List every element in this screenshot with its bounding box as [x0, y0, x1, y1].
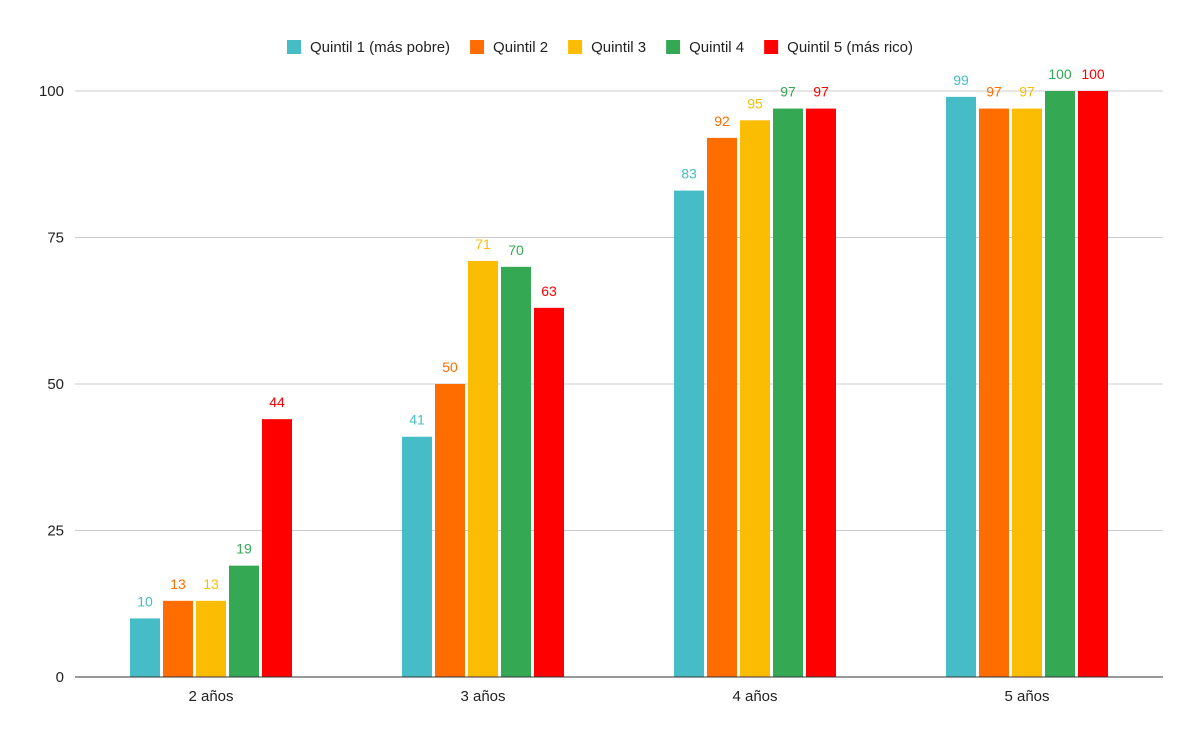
- legend-label: Quintil 1 (más pobre): [310, 39, 450, 56]
- bar-q5-5-anos: [1078, 91, 1108, 677]
- y-tick-label: 25: [47, 523, 64, 540]
- bar-q4-3-anos: [501, 266, 531, 677]
- data-label: 50: [442, 359, 458, 375]
- legend-swatch: [666, 40, 681, 54]
- x-tick-label: 5 años: [1004, 688, 1049, 705]
- bar-q3-5-anos: [1012, 108, 1042, 677]
- bar-q1-4-anos: [674, 190, 704, 677]
- legend-label: Quintil 4: [689, 39, 744, 56]
- x-tick-label: 4 años: [732, 688, 777, 705]
- legend-swatch: [764, 40, 779, 54]
- bar-q2-3-anos: [435, 384, 465, 677]
- data-label: 92: [714, 113, 730, 129]
- y-tick-label: 100: [39, 83, 64, 100]
- data-label: 63: [541, 283, 557, 299]
- bar-q2-4-anos: [707, 137, 737, 677]
- bar-q1-3-anos: [402, 436, 432, 677]
- legend-swatch: [568, 40, 583, 54]
- legend-swatch: [470, 40, 485, 54]
- data-label: 97: [1019, 84, 1035, 100]
- data-label: 83: [681, 166, 697, 182]
- y-tick-label: 75: [47, 230, 64, 247]
- bars: [130, 91, 1108, 678]
- legend-item-q4: Quintil 4: [666, 39, 744, 56]
- bar-q1-2-anos: [130, 618, 160, 677]
- data-label: 13: [203, 576, 219, 592]
- data-label: 70: [508, 242, 524, 258]
- legend-swatch: [286, 40, 301, 54]
- data-label: 41: [409, 412, 425, 428]
- data-label: 95: [747, 95, 763, 111]
- data-label: 19: [236, 541, 252, 557]
- bar-q3-3-anos: [468, 260, 498, 677]
- legend-item-q1: Quintil 1 (más pobre): [286, 39, 450, 56]
- data-label: 100: [1048, 66, 1072, 82]
- bar-q2-5-anos: [979, 108, 1009, 677]
- data-label: 44: [269, 394, 285, 410]
- legend: Quintil 1 (más pobre) Quintil 2 Quintil 3 Q…: [286, 39, 913, 56]
- bar-q2-2-anos: [163, 600, 193, 677]
- bar-q5-4-anos: [806, 108, 836, 677]
- data-labels: 10 13 13 19 44 41 50 71 70 63 83 92 95 97 97 99 97 97 100 1…: [137, 66, 1105, 609]
- bar-q5-3-anos: [534, 307, 564, 677]
- bar-q1-5-anos: [946, 96, 976, 678]
- bar-q4-4-anos: [773, 108, 803, 677]
- y-tick-label: 0: [56, 669, 64, 686]
- bar-q3-2-anos: [196, 600, 226, 677]
- axes: 0 25 50 75 100 2 años 3 años 4 años 5 años: [39, 83, 1163, 705]
- bar-q5-2-anos: [262, 419, 292, 677]
- bar-q4-5-anos: [1045, 91, 1075, 677]
- x-tick-label: 3 años: [460, 688, 505, 705]
- bar-q4-2-anos: [229, 565, 259, 677]
- legend-item-q2: Quintil 2: [470, 39, 548, 56]
- data-label: 100: [1081, 66, 1105, 82]
- bar-q3-4-anos: [740, 120, 770, 678]
- data-label: 97: [813, 84, 829, 100]
- data-label: 97: [780, 84, 796, 100]
- y-tick-label: 50: [47, 376, 64, 393]
- data-label: 99: [953, 72, 969, 88]
- x-tick-label: 2 años: [188, 688, 233, 705]
- data-label: 13: [170, 576, 186, 592]
- data-label: 97: [986, 84, 1002, 100]
- data-label: 71: [475, 236, 491, 252]
- legend-item-q5: Quintil 5 (más rico): [764, 39, 913, 56]
- legend-item-q3: Quintil 3: [568, 39, 646, 56]
- data-label: 10: [137, 593, 153, 609]
- legend-label: Quintil 3: [591, 39, 646, 56]
- legend-label: Quintil 5 (más rico): [787, 39, 913, 56]
- legend-label: Quintil 2: [493, 39, 548, 56]
